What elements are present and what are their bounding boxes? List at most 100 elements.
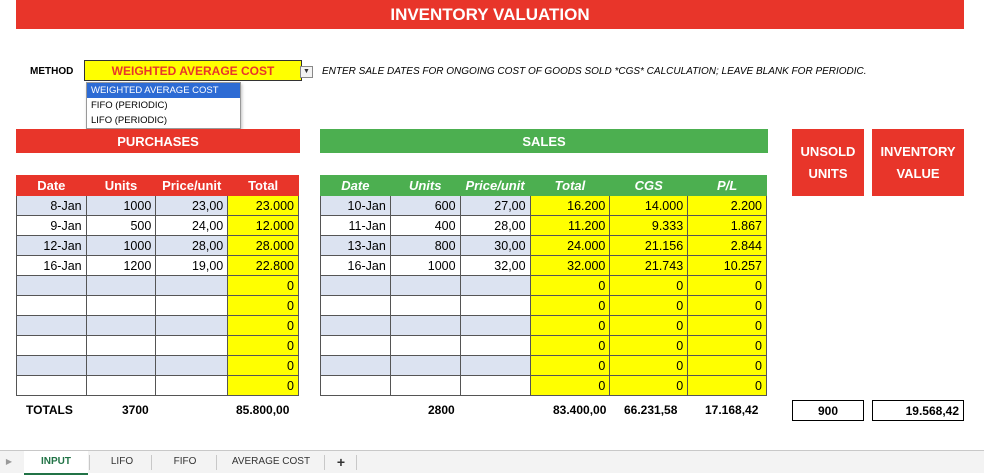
table-cell[interactable] [16, 355, 87, 376]
table-cell[interactable]: 12.000 [227, 215, 299, 236]
table-cell[interactable]: 0 [609, 275, 689, 296]
table-cell[interactable] [320, 375, 391, 396]
table-cell[interactable]: 800 [389, 235, 461, 256]
table-cell[interactable]: 0 [227, 355, 299, 376]
table-cell[interactable] [320, 275, 391, 296]
table-cell[interactable] [389, 375, 461, 396]
table-cell[interactable] [85, 315, 157, 336]
tab-average-cost[interactable]: AVERAGE COST [231, 456, 311, 467]
table-cell[interactable] [16, 335, 87, 356]
table-cell[interactable]: 1000 [85, 235, 157, 256]
table-cell[interactable] [155, 275, 229, 296]
table-cell[interactable] [85, 295, 157, 316]
table-cell[interactable] [85, 335, 157, 356]
table-cell[interactable] [389, 315, 461, 336]
table-cell[interactable]: 500 [85, 215, 157, 236]
table-cell[interactable] [155, 355, 229, 376]
table-cell[interactable]: 0 [687, 375, 767, 396]
tab-lifo[interactable]: LIFO [110, 456, 134, 467]
table-cell[interactable]: 16-Jan [320, 255, 391, 276]
table-cell[interactable] [155, 295, 229, 316]
method-option-lifo[interactable]: LIFO (PERIODIC) [91, 115, 168, 126]
table-cell[interactable] [85, 375, 157, 396]
table-cell[interactable]: 23.000 [227, 195, 299, 216]
table-cell[interactable]: 0 [609, 355, 689, 376]
table-cell[interactable]: 0 [227, 315, 299, 336]
table-cell[interactable] [459, 275, 531, 296]
table-cell[interactable] [459, 355, 531, 376]
table-cell[interactable] [459, 315, 531, 336]
table-cell[interactable]: 0 [687, 275, 767, 296]
table-cell[interactable] [16, 275, 87, 296]
table-cell[interactable] [16, 375, 87, 396]
table-cell[interactable] [389, 335, 461, 356]
table-cell[interactable]: 400 [389, 215, 461, 236]
table-cell[interactable] [459, 335, 531, 356]
method-option-fifo[interactable]: FIFO (PERIODIC) [91, 100, 168, 111]
table-cell[interactable]: 30,00 [459, 235, 531, 256]
table-cell[interactable]: 24.000 [529, 235, 611, 256]
table-cell[interactable]: 10.257 [687, 255, 767, 276]
table-cell[interactable]: 13-Jan [320, 235, 391, 256]
table-cell[interactable]: 0 [687, 295, 767, 316]
table-cell[interactable]: 28.000 [227, 235, 299, 256]
table-cell[interactable]: 0 [687, 315, 767, 336]
table-cell[interactable]: 0 [227, 295, 299, 316]
table-cell[interactable]: 1200 [85, 255, 157, 276]
table-cell[interactable] [155, 375, 229, 396]
table-cell[interactable]: 22.800 [227, 255, 299, 276]
table-cell[interactable]: 21.743 [609, 255, 689, 276]
table-cell[interactable]: 0 [609, 315, 689, 336]
table-cell[interactable]: 0 [529, 335, 611, 356]
table-cell[interactable]: 2.200 [687, 195, 767, 216]
table-cell[interactable] [85, 355, 157, 376]
table-cell[interactable] [389, 295, 461, 316]
table-cell[interactable]: 0 [529, 315, 611, 336]
tab-input[interactable]: INPUT [24, 451, 88, 475]
table-cell[interactable]: 16.200 [529, 195, 611, 216]
method-select[interactable]: WEIGHTED AVERAGE COST [84, 60, 302, 81]
table-cell[interactable]: 16-Jan [16, 255, 87, 276]
table-cell[interactable] [320, 355, 391, 376]
table-cell[interactable]: 2.844 [687, 235, 767, 256]
table-cell[interactable]: 0 [609, 375, 689, 396]
scroll-left-icon[interactable]: ▶ [5, 457, 13, 466]
table-cell[interactable]: 0 [529, 295, 611, 316]
table-cell[interactable]: 28,00 [459, 215, 531, 236]
table-cell[interactable]: 0 [227, 335, 299, 356]
table-cell[interactable]: 1000 [85, 195, 157, 216]
tab-fifo[interactable]: FIFO [173, 456, 197, 467]
table-cell[interactable]: 19,00 [155, 255, 229, 276]
table-cell[interactable] [389, 275, 461, 296]
table-cell[interactable]: 11-Jan [320, 215, 391, 236]
table-cell[interactable]: 10-Jan [320, 195, 391, 216]
table-cell[interactable]: 0 [687, 335, 767, 356]
table-cell[interactable] [16, 295, 87, 316]
table-cell[interactable]: 12-Jan [16, 235, 87, 256]
table-cell[interactable]: 9.333 [609, 215, 689, 236]
table-cell[interactable] [155, 335, 229, 356]
table-cell[interactable] [459, 375, 531, 396]
table-cell[interactable] [320, 295, 391, 316]
table-cell[interactable]: 24,00 [155, 215, 229, 236]
table-cell[interactable]: 0 [609, 295, 689, 316]
table-cell[interactable]: 23,00 [155, 195, 229, 216]
table-cell[interactable] [320, 335, 391, 356]
table-cell[interactable]: 0 [227, 375, 299, 396]
table-cell[interactable]: 0 [529, 375, 611, 396]
table-cell[interactable]: 28,00 [155, 235, 229, 256]
table-cell[interactable] [459, 295, 531, 316]
table-cell[interactable]: 0 [609, 335, 689, 356]
table-cell[interactable]: 0 [529, 275, 611, 296]
table-cell[interactable]: 0 [227, 275, 299, 296]
table-cell[interactable]: 14.000 [609, 195, 689, 216]
table-cell[interactable]: 27,00 [459, 195, 531, 216]
table-cell[interactable] [85, 275, 157, 296]
table-cell[interactable] [320, 315, 391, 336]
table-cell[interactable] [389, 355, 461, 376]
table-cell[interactable]: 1.867 [687, 215, 767, 236]
table-cell[interactable] [16, 315, 87, 336]
dropdown-arrow-icon[interactable]: ▼ [300, 66, 313, 78]
table-cell[interactable]: 9-Jan [16, 215, 87, 236]
table-cell[interactable]: 21.156 [609, 235, 689, 256]
